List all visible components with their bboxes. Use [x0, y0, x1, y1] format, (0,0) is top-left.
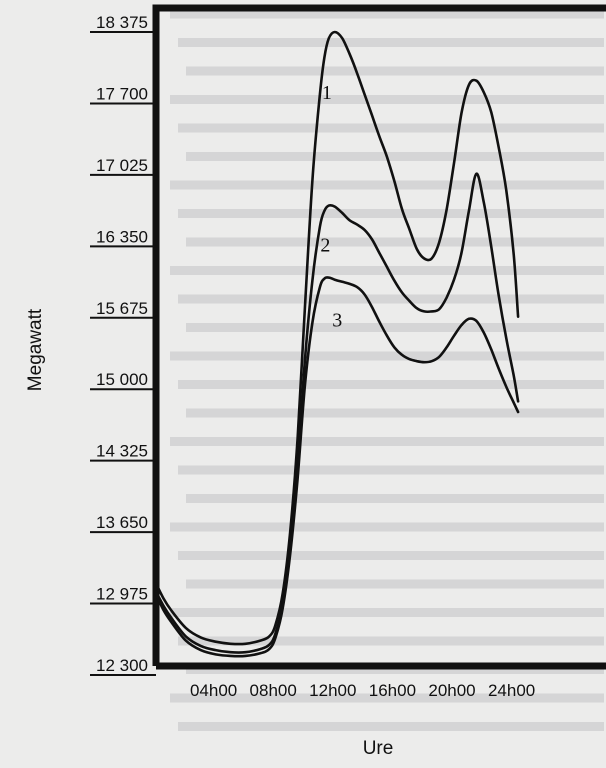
x-tick-label: 20h00 — [428, 681, 475, 700]
series-labels: 1 2 3 — [320, 82, 342, 332]
series-label-3: 3 — [332, 309, 342, 331]
x-tick-label: 12h00 — [309, 681, 356, 700]
y-tick-label: 17 025 — [96, 156, 148, 175]
x-tick-label: 04h00 — [190, 681, 237, 700]
series-label-1: 1 — [322, 82, 332, 104]
series-line-3 — [154, 276, 520, 658]
y-tick-label: 17 700 — [96, 84, 148, 103]
y-tick-label: 12 975 — [96, 585, 148, 604]
x-tick-label: 16h00 — [369, 681, 416, 700]
x-axis-label: Ure — [363, 738, 394, 759]
x-tick-label: 08h00 — [250, 681, 297, 700]
series-line-1 — [154, 30, 520, 646]
y-axis-label: Megawatt — [25, 308, 46, 391]
series-label-2: 2 — [320, 234, 330, 256]
y-tick-label: 15 000 — [96, 370, 148, 389]
y-tick-label: 13 650 — [96, 513, 148, 532]
y-tick-label: 18 375 — [96, 13, 148, 32]
faded-background-text — [170, 9, 604, 731]
y-tick-label: 12 300 — [96, 656, 148, 675]
x-tick-label: 24h00 — [488, 681, 535, 700]
y-tick-label: 16 350 — [96, 227, 148, 246]
x-axis: 04h00 08h00 12h00 16h00 20h00 24h00 — [190, 681, 535, 700]
axes-frame — [152, 4, 606, 670]
series-lines — [154, 30, 520, 658]
plot-frame — [152, 4, 606, 670]
y-tick-label: 14 325 — [96, 442, 148, 461]
y-tick-label: 15 675 — [96, 299, 148, 318]
y-axis: 18 375 17 700 17 025 16 350 15 675 15 000 14 3… — [90, 13, 156, 676]
series-line-2 — [154, 172, 520, 654]
